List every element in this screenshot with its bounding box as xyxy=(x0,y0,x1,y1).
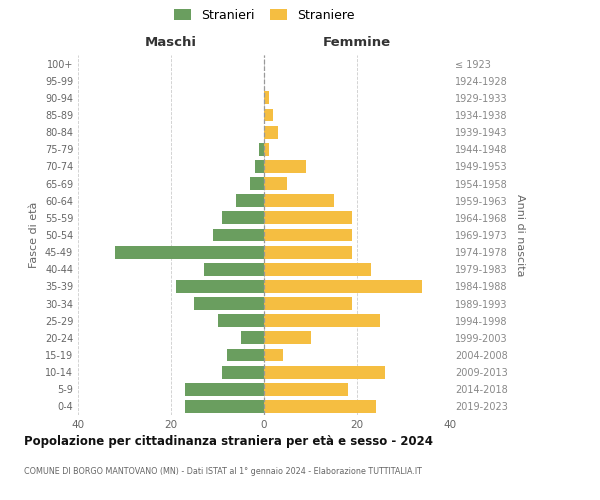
Bar xyxy=(213,228,264,241)
Text: Maschi: Maschi xyxy=(145,36,197,49)
Bar xyxy=(185,400,264,413)
Bar xyxy=(264,332,311,344)
Bar xyxy=(218,314,264,327)
Bar xyxy=(203,263,264,276)
Bar xyxy=(264,400,376,413)
Bar xyxy=(264,280,422,293)
Bar xyxy=(176,280,264,293)
Bar xyxy=(264,366,385,378)
Bar xyxy=(250,177,264,190)
Text: COMUNE DI BORGO MANTOVANO (MN) - Dati ISTAT al 1° gennaio 2024 - Elaborazione TU: COMUNE DI BORGO MANTOVANO (MN) - Dati IS… xyxy=(24,468,422,476)
Bar xyxy=(185,383,264,396)
Bar xyxy=(227,348,264,362)
Bar xyxy=(264,383,348,396)
Bar xyxy=(236,194,264,207)
Bar xyxy=(264,92,269,104)
Bar xyxy=(264,228,352,241)
Bar xyxy=(264,212,352,224)
Bar xyxy=(264,126,278,138)
Y-axis label: Anni di nascita: Anni di nascita xyxy=(515,194,524,276)
Bar xyxy=(264,297,352,310)
Bar xyxy=(254,160,264,173)
Bar xyxy=(194,297,264,310)
Bar xyxy=(264,143,269,156)
Bar xyxy=(222,212,264,224)
Bar xyxy=(264,348,283,362)
Legend: Stranieri, Straniere: Stranieri, Straniere xyxy=(173,8,355,22)
Bar xyxy=(264,314,380,327)
Bar xyxy=(241,332,264,344)
Bar xyxy=(264,160,306,173)
Bar xyxy=(259,143,264,156)
Bar xyxy=(264,108,274,122)
Bar xyxy=(115,246,264,258)
Text: Femmine: Femmine xyxy=(323,36,391,49)
Y-axis label: Fasce di età: Fasce di età xyxy=(29,202,39,268)
Bar xyxy=(264,177,287,190)
Bar xyxy=(264,246,352,258)
Bar xyxy=(264,263,371,276)
Bar xyxy=(264,194,334,207)
Text: Popolazione per cittadinanza straniera per età e sesso - 2024: Popolazione per cittadinanza straniera p… xyxy=(24,435,433,448)
Bar xyxy=(222,366,264,378)
